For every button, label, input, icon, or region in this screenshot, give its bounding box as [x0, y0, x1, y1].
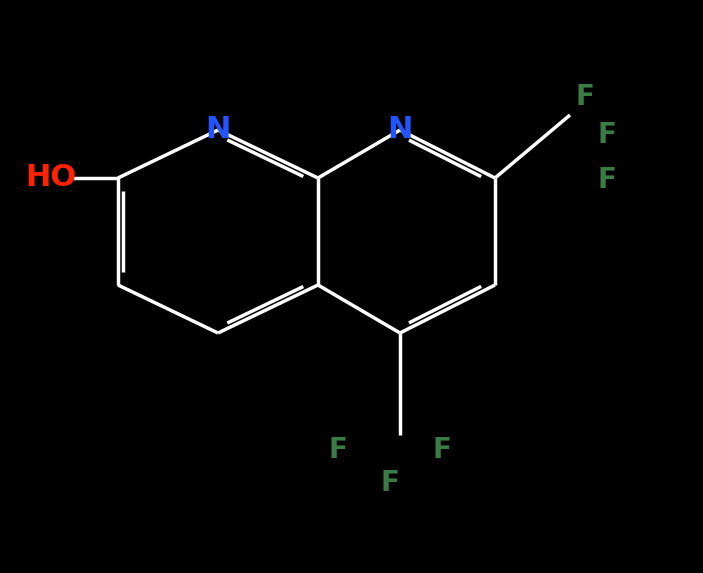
- Text: F: F: [380, 469, 399, 497]
- Text: F: F: [432, 436, 451, 464]
- Text: F: F: [328, 436, 347, 464]
- Text: F: F: [598, 121, 617, 149]
- Text: F: F: [575, 83, 594, 111]
- Text: F: F: [598, 166, 617, 194]
- Text: N: N: [205, 116, 231, 144]
- Text: N: N: [387, 116, 413, 144]
- Text: HO: HO: [25, 163, 77, 193]
